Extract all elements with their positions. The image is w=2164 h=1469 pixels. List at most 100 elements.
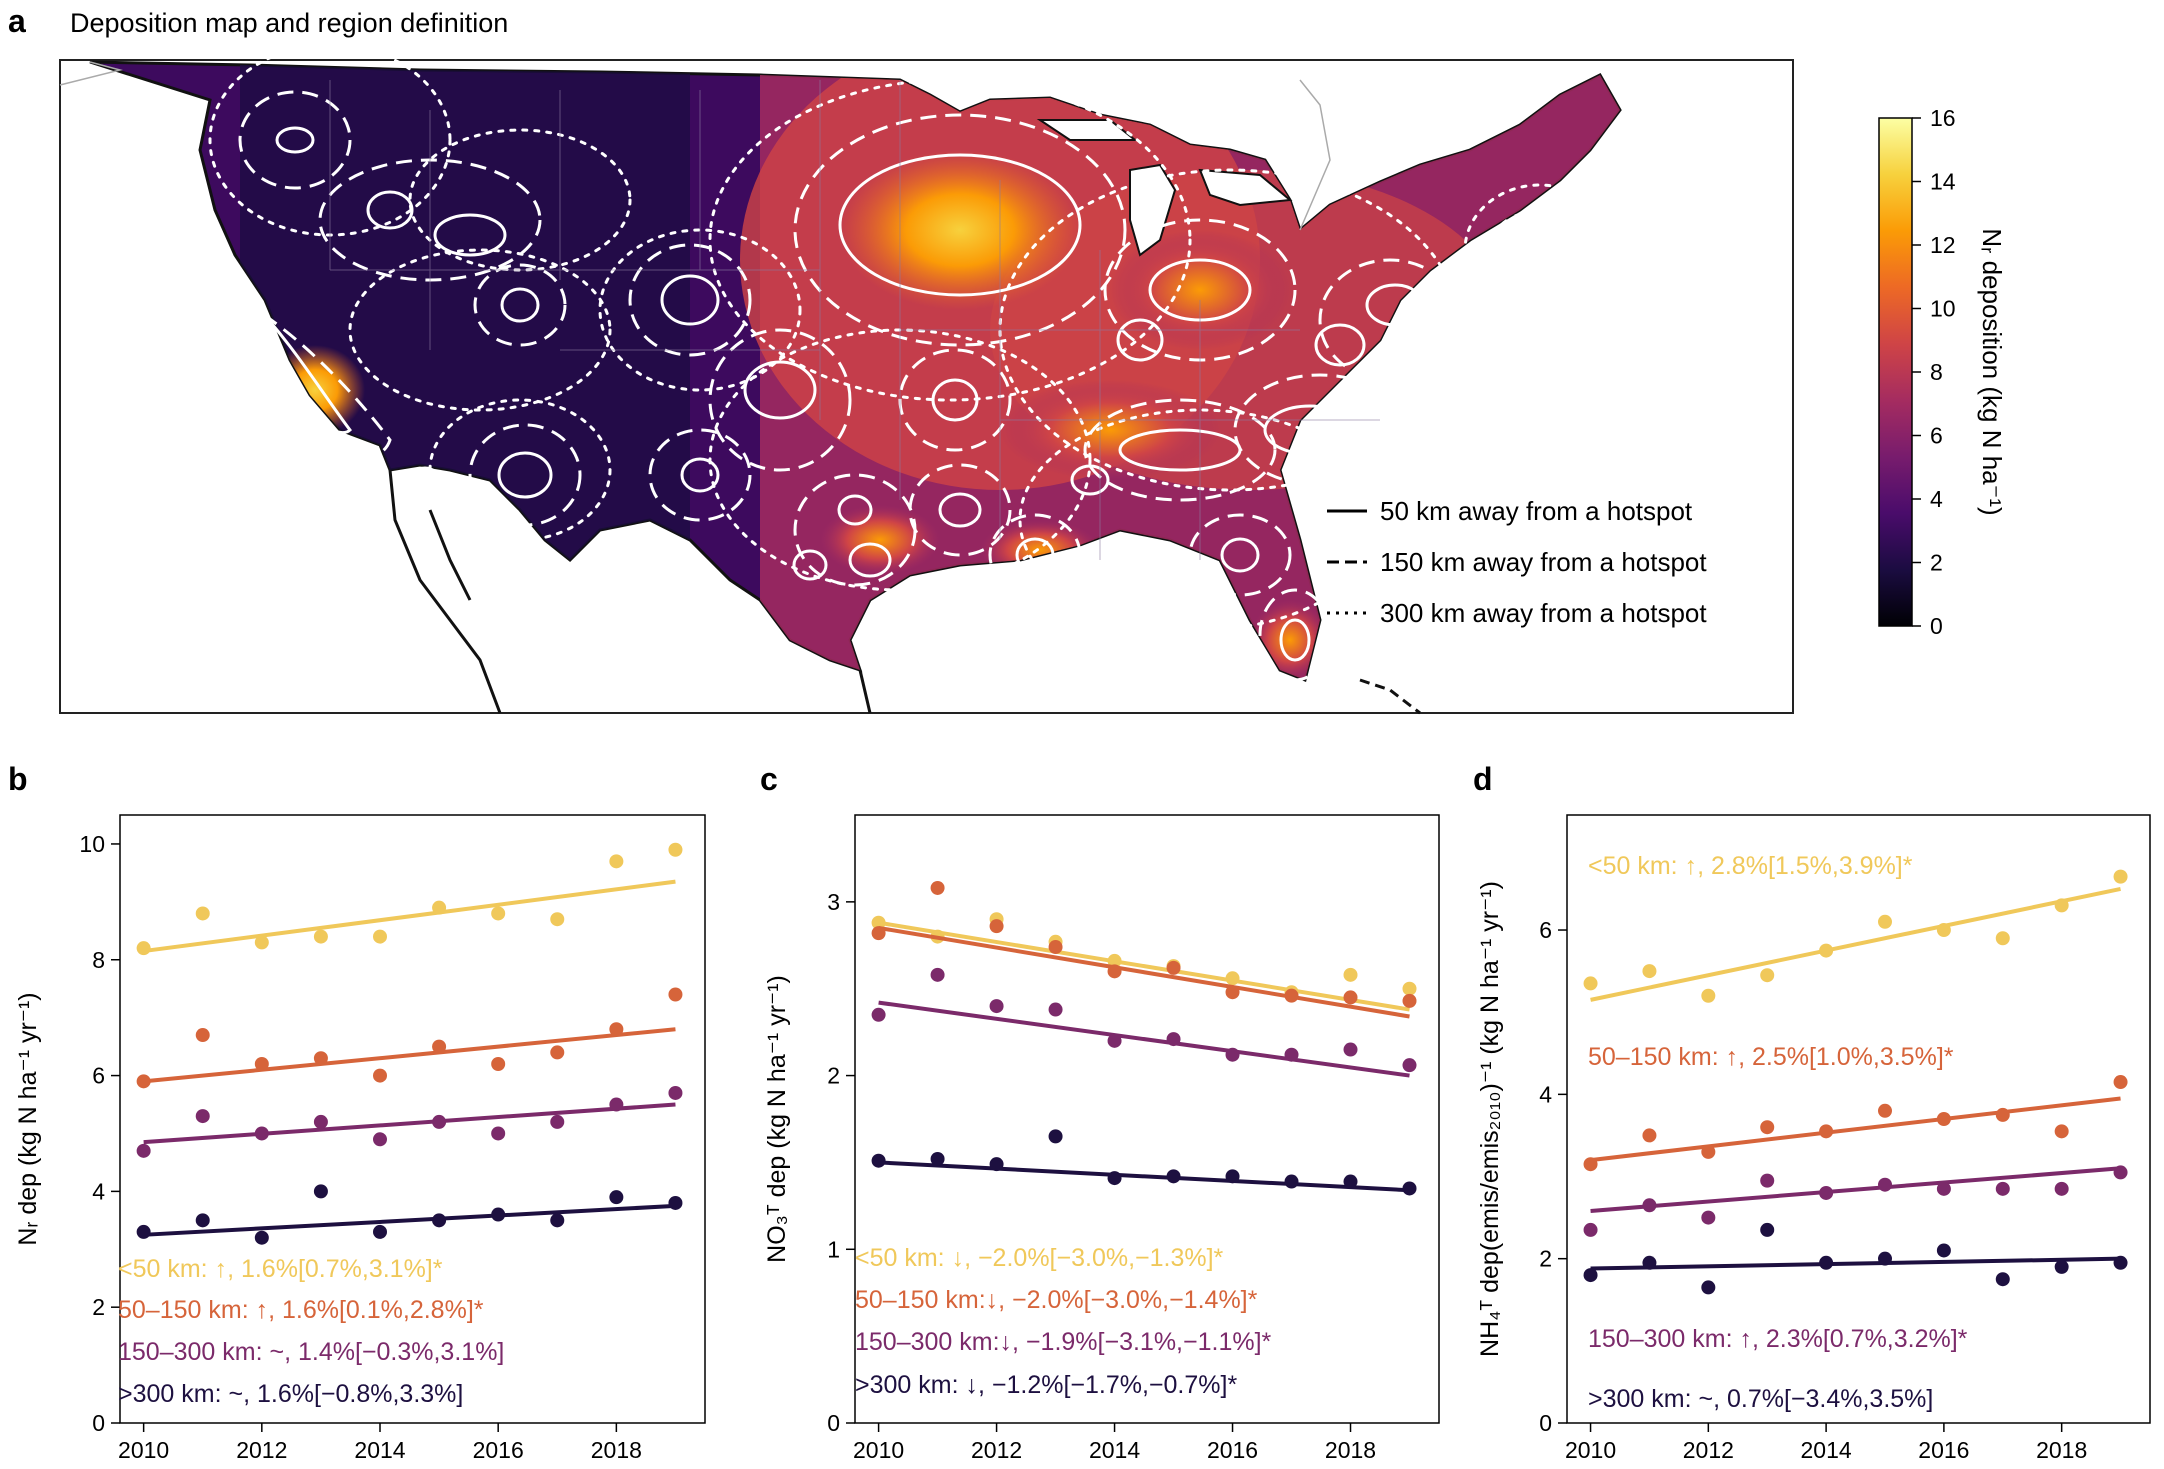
trend-line — [878, 925, 1410, 1019]
data-point — [195, 1028, 210, 1043]
data-point — [1760, 1173, 1775, 1188]
y-tick-label: 0 — [827, 1410, 840, 1436]
data-point — [1995, 1272, 2010, 1287]
data-point — [668, 987, 683, 1002]
data-point — [1936, 1243, 1951, 1258]
data-point — [1166, 960, 1181, 975]
data-point — [930, 880, 945, 895]
panel-a-title: Deposition map and region definition — [70, 8, 508, 38]
series-3: >300 km: ~, 0.7%[−3.4%,3.5%] — [1583, 1222, 2128, 1413]
series-annotation: <50 km: ↓, −2.0%[−3.0%,−1.3%]* — [855, 1244, 1224, 1272]
data-point — [1166, 1032, 1181, 1047]
data-point — [2113, 1165, 2128, 1180]
colorbar-tick-label-16: 16 — [1930, 105, 1956, 131]
series-2: 150–300 km: ~, 1.4%[−0.3%,3.1%] — [118, 1085, 683, 1366]
data-point — [930, 967, 945, 982]
series-3: >300 km: ~, 1.6%[−0.8%,3.3%] — [118, 1184, 683, 1408]
panel-c-ylabel: NO₃ᵀ dep (kg N ha⁻¹ yr⁻¹) — [763, 975, 791, 1263]
y-tick-label: 1 — [827, 1236, 840, 1262]
series-annotation: 50–150 km: ↑, 1.6%[0.1%,2.8%]* — [118, 1296, 484, 1324]
data-point — [609, 854, 624, 869]
data-point — [1402, 1058, 1417, 1073]
data-point — [1343, 1042, 1358, 1057]
data-point — [313, 929, 328, 944]
data-point — [1225, 971, 1240, 986]
data-point — [491, 906, 506, 921]
y-tick-label: 4 — [1539, 1081, 1552, 1107]
series-annotation: 150–300 km: ↑, 2.3%[0.7%,3.2%]* — [1588, 1325, 1968, 1353]
data-point — [1225, 1047, 1240, 1062]
data-point — [432, 1039, 447, 1054]
panel-c: c 0 1 2 3 2010 2012 2014 2016 2018 NO₃ᵀ dep (kg N … — [760, 761, 1440, 1463]
trend-line — [1590, 886, 2121, 1002]
series-annotation: 50–150 km:↓, −2.0%[−3.0%,−1.4%]* — [855, 1286, 1258, 1314]
data-point — [2113, 869, 2128, 884]
data-point — [136, 1074, 151, 1089]
data-point — [871, 1153, 886, 1168]
data-point — [1878, 914, 1892, 929]
data-point — [1048, 940, 1063, 955]
series-0: <50 km: ↑, 2.8%[1.5%,3.9%]* — [1583, 852, 2128, 1003]
y-tick-label: 8 — [92, 947, 105, 973]
data-point — [1284, 1047, 1299, 1062]
data-point — [989, 919, 1004, 934]
data-point — [1701, 1144, 1716, 1159]
data-point — [195, 1213, 210, 1228]
x-tick-label: 2016 — [473, 1437, 524, 1463]
data-point — [1701, 1210, 1716, 1225]
x-tick-label: 2010 — [853, 1437, 904, 1463]
colorbar-bar — [1878, 117, 1913, 627]
trend-line — [878, 1160, 1410, 1193]
data-point — [609, 1022, 624, 1037]
data-point — [195, 1109, 210, 1124]
data-point — [1642, 1198, 1657, 1213]
data-point — [1107, 964, 1122, 979]
panel-b-ylabel: Nᵣ dep (kg N ha⁻¹ yr⁻¹) — [14, 992, 42, 1245]
data-point — [136, 1224, 151, 1239]
legend-label-150km: 150 km away from a hotspot — [1380, 547, 1707, 577]
data-point — [2054, 1259, 2069, 1274]
x-tick-label: 2016 — [1207, 1437, 1258, 1463]
data-point — [871, 1007, 886, 1022]
data-point — [1701, 1280, 1716, 1295]
series-annotation: >300 km: ~, 1.6%[−0.8%,3.3%] — [118, 1380, 463, 1408]
data-point — [1819, 1185, 1834, 1200]
data-point — [1107, 953, 1122, 968]
series-annotation: <50 km: ↑, 1.6%[0.7%,3.1%]* — [118, 1255, 443, 1283]
legend-label-300km: 300 km away from a hotspot — [1380, 598, 1707, 628]
data-point — [1583, 1157, 1598, 1172]
trend-line — [143, 1102, 676, 1145]
data-point — [491, 1207, 506, 1222]
series-1: 50–150 km: ↑, 1.6%[0.1%,2.8%]* — [118, 987, 683, 1324]
x-tick-label: 2018 — [1325, 1437, 1376, 1463]
x-tick-label: 2010 — [1565, 1437, 1616, 1463]
data-point — [1402, 981, 1417, 996]
data-point — [871, 915, 886, 930]
data-point — [313, 1051, 328, 1066]
series-0: <50 km: ↓, −2.0%[−3.0%,−1.3%]* — [855, 912, 1417, 1272]
data-point — [195, 906, 210, 921]
data-point — [550, 912, 565, 927]
data-point — [1701, 988, 1716, 1003]
colorbar-tick-label-14: 14 — [1930, 169, 1956, 195]
series-1: 50–150 km:↓, −2.0%[−3.0%,−1.4%]* — [855, 880, 1417, 1314]
data-point — [1642, 964, 1657, 979]
y-tick-label: 0 — [92, 1410, 105, 1436]
data-point — [1819, 1124, 1834, 1139]
panel-c-frame — [854, 814, 1440, 1424]
data-point — [2113, 1255, 2128, 1270]
y-tick-label: 2 — [1539, 1246, 1552, 1272]
series-annotation: >300 km: ↓, −1.2%[−1.7%,−0.7%]* — [855, 1371, 1237, 1399]
y-tick-label: 2 — [827, 1063, 840, 1089]
data-point — [550, 1114, 565, 1129]
data-point — [1642, 1128, 1657, 1143]
y-tick-label: 4 — [92, 1178, 105, 1204]
data-point — [136, 941, 151, 956]
series-0: <50 km: ↑, 1.6%[0.7%,3.1%]* — [118, 842, 683, 1283]
data-point — [254, 1126, 269, 1141]
panel-b: b 0 2 4 6 8 10 2010 2012 2014 2016 2018 Nᵣ dep (kg N… — [8, 761, 706, 1463]
data-point — [1936, 1181, 1951, 1196]
data-point — [609, 1097, 624, 1112]
y-tick-label: 6 — [92, 1063, 105, 1089]
